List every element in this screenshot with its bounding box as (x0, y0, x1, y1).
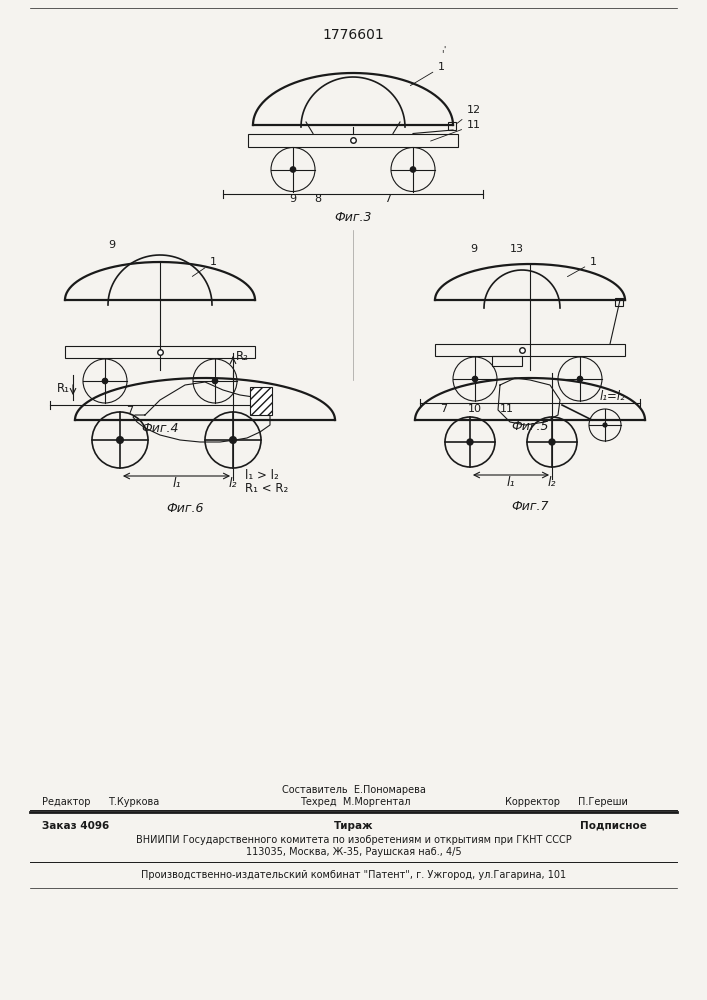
Bar (492, 356, 522, 366)
Text: Подписное: Подписное (580, 821, 647, 831)
Text: Производственно-издательский комбинат "Патент", г. Ужгород, ул.Гагарина, 101: Производственно-издательский комбинат "П… (141, 870, 566, 880)
Circle shape (291, 167, 296, 172)
Text: 12: 12 (457, 105, 481, 123)
Text: Техред  М.Моргентал: Техред М.Моргентал (300, 797, 411, 807)
Text: R₂: R₂ (236, 350, 249, 363)
Text: 1: 1 (568, 257, 597, 277)
Text: l₂: l₂ (229, 477, 238, 490)
Text: l₁=l₂: l₁=l₂ (600, 390, 626, 403)
Bar (248, 133, 458, 146)
Text: 9: 9 (470, 244, 477, 254)
Bar (250, 387, 272, 415)
Text: ': ' (441, 49, 443, 59)
Circle shape (230, 437, 236, 443)
Circle shape (549, 439, 555, 445)
Text: R₁: R₁ (57, 382, 70, 395)
Circle shape (117, 437, 123, 443)
Text: 9: 9 (108, 240, 115, 250)
Bar (448, 122, 456, 130)
Circle shape (467, 439, 473, 445)
Text: 1: 1 (192, 257, 217, 276)
Text: ': ' (443, 46, 445, 55)
Text: 9: 9 (289, 194, 296, 205)
Text: l₁: l₁ (173, 477, 181, 490)
Text: Корректор: Корректор (505, 797, 560, 807)
Text: R₁ < R₂: R₁ < R₂ (245, 482, 288, 495)
Text: П.Гереши: П.Гереши (578, 797, 628, 807)
Circle shape (212, 378, 218, 384)
Bar (65, 346, 255, 358)
Circle shape (103, 378, 107, 384)
Text: Составитель  Е.Пономарева: Составитель Е.Пономарева (282, 785, 426, 795)
Text: 11: 11 (431, 120, 481, 141)
Circle shape (578, 376, 583, 382)
Text: Фиг.3: Фиг.3 (334, 211, 372, 224)
Text: Фиг.4: Фиг.4 (141, 422, 179, 436)
Text: l₁: l₁ (507, 476, 515, 489)
Text: Фиг.7: Фиг.7 (511, 500, 549, 514)
Text: 10: 10 (468, 404, 482, 414)
Text: l₁ > l₂: l₁ > l₂ (245, 469, 279, 482)
Text: Заказ 4096: Заказ 4096 (42, 821, 110, 831)
Text: 7: 7 (385, 194, 392, 205)
Text: 1776601: 1776601 (322, 28, 384, 42)
Text: 11: 11 (500, 404, 514, 414)
Text: 13: 13 (510, 244, 524, 254)
Text: 113035, Москва, Ж-35, Раушская наб., 4/5: 113035, Москва, Ж-35, Раушская наб., 4/5 (246, 847, 462, 857)
Text: 8: 8 (315, 194, 322, 205)
Circle shape (472, 376, 478, 382)
Text: Редактор: Редактор (42, 797, 90, 807)
Circle shape (410, 167, 416, 172)
Bar (435, 344, 625, 356)
Text: Фиг.5: Фиг.5 (511, 420, 549, 434)
Text: 1: 1 (410, 62, 445, 86)
Text: Тираж: Тираж (334, 821, 374, 831)
Circle shape (603, 423, 607, 427)
Text: l₂: l₂ (548, 476, 556, 489)
Text: 7: 7 (127, 406, 134, 416)
Text: Т.Куркова: Т.Куркова (108, 797, 159, 807)
Text: ВНИИПИ Государственного комитета по изобретениям и открытиям при ГКНТ СССР: ВНИИПИ Государственного комитета по изоб… (136, 835, 572, 845)
Text: Фиг.6: Фиг.6 (166, 502, 204, 514)
Bar (615, 298, 623, 306)
Text: 7: 7 (440, 404, 447, 414)
